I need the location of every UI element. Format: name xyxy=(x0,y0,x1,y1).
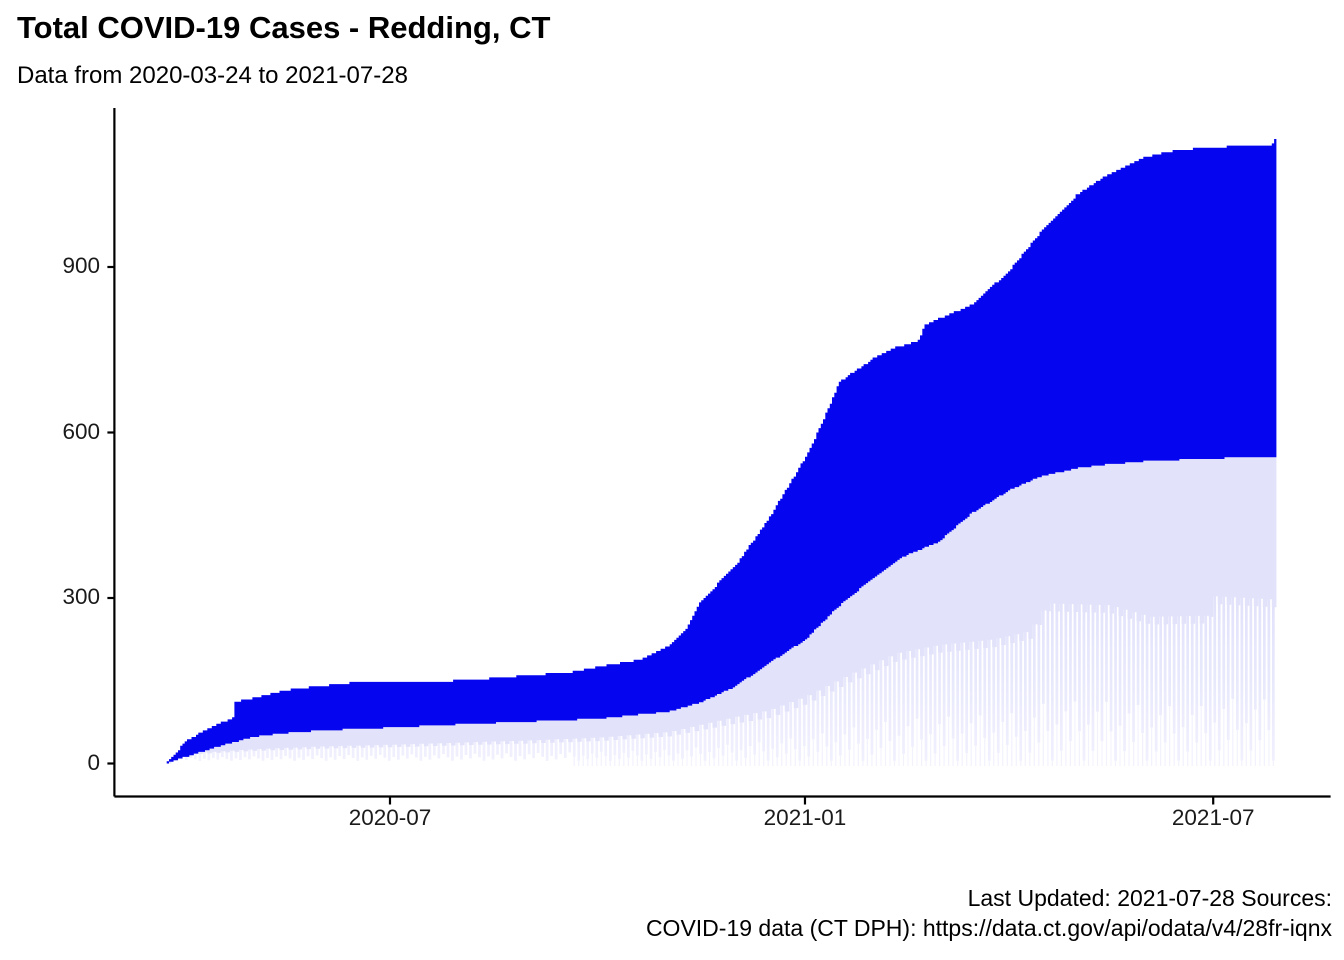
x-tick-label: 2021-07 xyxy=(1171,805,1255,830)
caption-line-source: COVID-19 data (CT DPH): https://data.ct.… xyxy=(645,915,1332,941)
y-tick-label: 900 xyxy=(62,253,100,279)
x-tick-label: 2020-07 xyxy=(348,805,432,830)
caption-line-updated: Last Updated: 2021-07-28 Sources: xyxy=(967,885,1332,911)
y-tick-label: 600 xyxy=(62,418,100,444)
axes xyxy=(107,108,1331,805)
shadow-band-area xyxy=(0,457,1277,764)
stripe-bars xyxy=(171,594,1275,766)
y-tick-label: 300 xyxy=(62,584,100,610)
y-tick-label: 0 xyxy=(87,750,100,775)
chart-caption: Last Updated: 2021-07-28 Sources: COVID-… xyxy=(646,883,1332,943)
chart-subtitle: Data from 2020-03-24 to 2021-07-28 xyxy=(17,62,408,89)
chart-title: Total COVID-19 Cases - Redding, CT xyxy=(17,10,551,45)
total-cases-area xyxy=(0,139,1277,764)
x-tick-label: 2021-01 xyxy=(763,805,847,830)
